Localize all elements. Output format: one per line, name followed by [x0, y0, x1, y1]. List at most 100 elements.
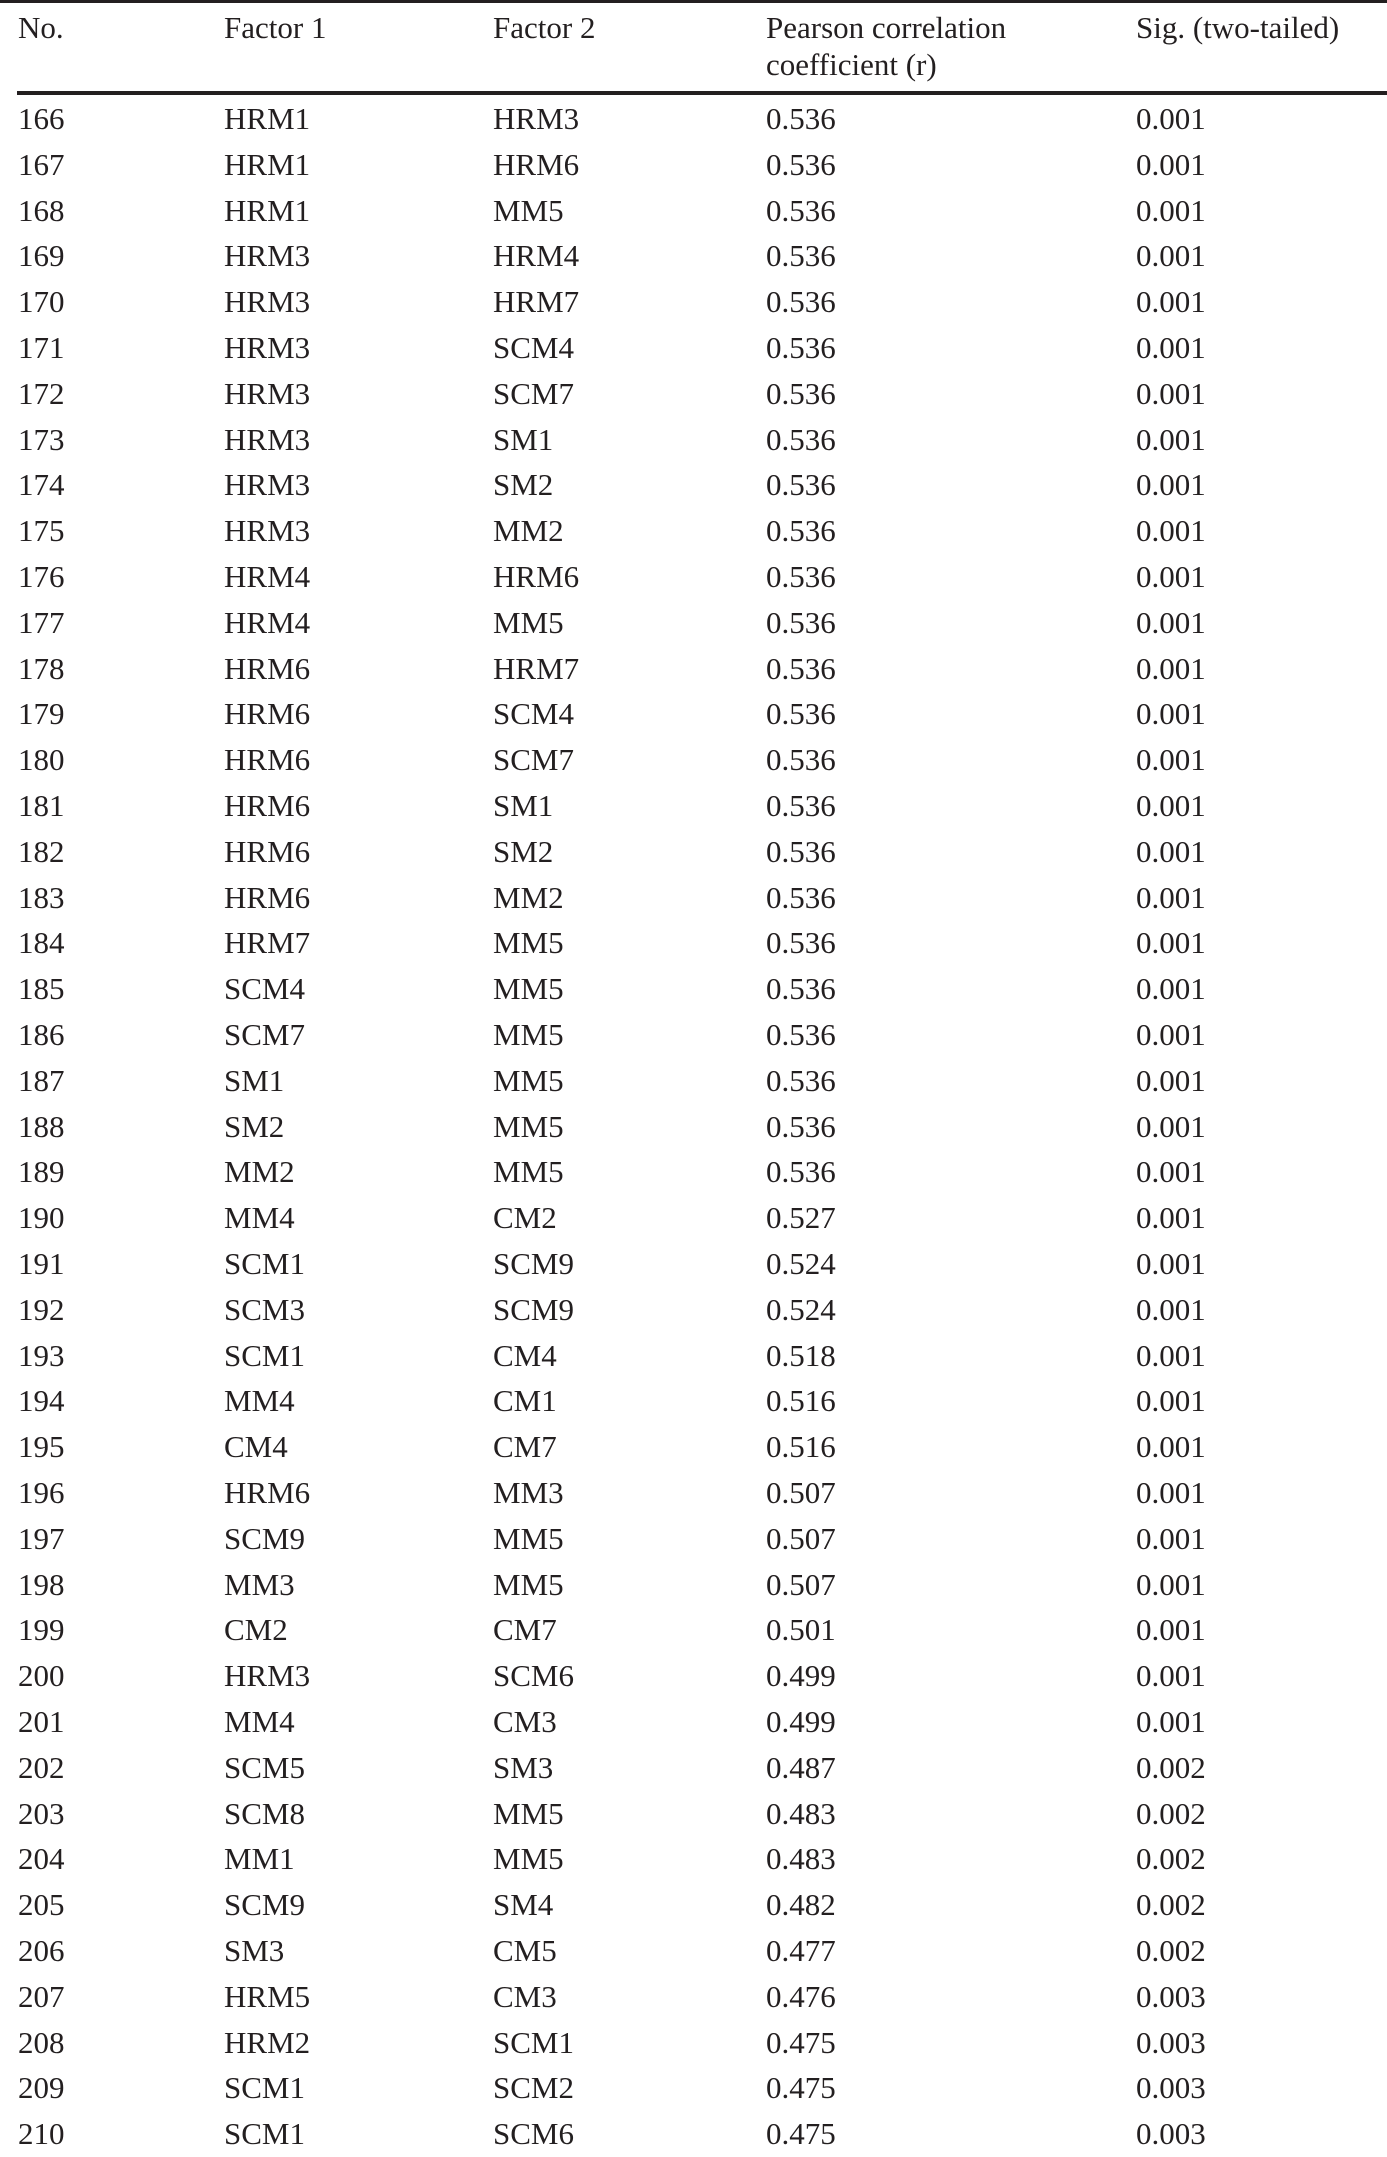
- cell-factor-1: HRM6: [224, 650, 311, 686]
- cell-sig: 0.001: [1136, 467, 1206, 503]
- cell-factor-2: MM5: [493, 1017, 564, 1052]
- cell-sig: 0.001: [1136, 742, 1206, 778]
- table-row: 198 MM3 MM5 0.507 0.001: [0, 1562, 1387, 1608]
- cell-factor-2: HRM3: [493, 101, 580, 136]
- table-row: 179 HRM6 SCM4 0.536 0.001: [0, 691, 1387, 737]
- cell-sig: 0.002: [1136, 1795, 1206, 1831]
- table-row: 209 SCM1 SCM2 0.475 0.003: [0, 2065, 1387, 2111]
- cell-factor-2: HRM6: [493, 146, 580, 182]
- table-row: 187 SM1 MM5 0.536 0.001: [0, 1058, 1387, 1104]
- table-row: 185 SCM4 MM5 0.536 0.001: [0, 966, 1387, 1012]
- cell-factor-2: CM7: [493, 1429, 557, 1465]
- cell-no: 200: [18, 1658, 65, 1694]
- table-row: 203 SCM8 MM5 0.483 0.002: [0, 1791, 1387, 1837]
- table-row: 201 MM4 CM3 0.499 0.001: [0, 1699, 1387, 1745]
- cell-sig: 0.003: [1136, 1978, 1206, 2014]
- cell-factor-2: SCM9: [493, 1291, 574, 1327]
- cell-factor-1: HRM6: [224, 879, 311, 915]
- cell-pearson-r: 0.475: [766, 2024, 836, 2060]
- cell-pearson-r: 0.536: [766, 284, 836, 320]
- cell-sig: 0.001: [1136, 1566, 1206, 1602]
- cell-pearson-r: 0.536: [766, 742, 836, 778]
- cell-no: 205: [18, 1887, 65, 1923]
- cell-factor-2: SCM1: [493, 2024, 574, 2060]
- table-row: 186 SCM7 MM5 0.536 0.001: [0, 1012, 1387, 1058]
- cell-pearson-r: 0.536: [766, 650, 836, 686]
- cell-factor-1: HRM6: [224, 788, 311, 823]
- table-row: 196 HRM6 MM3 0.507 0.001: [0, 1470, 1387, 1516]
- cell-no: 172: [18, 375, 65, 411]
- cell-pearson-r: 0.516: [766, 1383, 836, 1419]
- cell-factor-2: CM2: [493, 1200, 557, 1236]
- cell-no: 175: [18, 513, 65, 549]
- cell-no: 199: [18, 1612, 65, 1648]
- cell-no: 197: [18, 1520, 65, 1556]
- table-row: 207 HRM5 CM3 0.476 0.003: [0, 1974, 1387, 2020]
- cell-factor-2: HRM4: [493, 238, 580, 274]
- cell-pearson-r: 0.536: [766, 604, 836, 640]
- cell-factor-2: MM5: [493, 1795, 564, 1831]
- cell-pearson-r: 0.536: [766, 788, 836, 823]
- cell-sig: 0.001: [1136, 421, 1206, 457]
- cell-no: 186: [18, 1017, 65, 1052]
- cell-factor-1: SCM9: [224, 1887, 305, 1923]
- cell-factor-1: HRM5: [224, 1978, 311, 2014]
- cell-factor-2: SM2: [493, 467, 554, 503]
- cell-sig: 0.003: [1136, 2070, 1206, 2106]
- cell-factor-2: HRM7: [493, 650, 580, 686]
- cell-factor-2: MM5: [493, 1108, 564, 1144]
- cell-factor-2: SCM2: [493, 2070, 574, 2106]
- cell-factor-1: HRM3: [224, 421, 311, 457]
- table-row: 166 HRM1 HRM3 0.536 0.001: [0, 96, 1387, 142]
- table-row: 168 HRM1 MM5 0.536 0.001: [0, 188, 1387, 234]
- cell-no: 207: [18, 1978, 65, 2014]
- cell-factor-1: MM4: [224, 1704, 295, 1739]
- cell-factor-1: SCM1: [224, 2070, 305, 2106]
- cell-factor-1: CM4: [224, 1429, 288, 1465]
- cell-sig: 0.001: [1136, 1291, 1206, 1327]
- cell-no: 206: [18, 1933, 65, 1968]
- cell-factor-2: MM5: [493, 1566, 564, 1602]
- cell-pearson-r: 0.536: [766, 696, 836, 732]
- cell-factor-1: SCM5: [224, 1749, 305, 1785]
- table-row: 173 HRM3 SM1 0.536 0.001: [0, 417, 1387, 463]
- cell-factor-1: HRM3: [224, 238, 311, 274]
- cell-pearson-r: 0.536: [766, 833, 836, 869]
- cell-factor-1: HRM3: [224, 1658, 311, 1694]
- cell-factor-2: SCM7: [493, 375, 574, 411]
- cell-factor-1: MM2: [224, 1154, 295, 1190]
- cell-pearson-r: 0.501: [766, 1612, 836, 1648]
- cell-no: 168: [18, 192, 65, 228]
- table-row: 182 HRM6 SM2 0.536 0.001: [0, 829, 1387, 875]
- cell-sig: 0.001: [1136, 696, 1206, 732]
- cell-factor-1: HRM6: [224, 1475, 311, 1510]
- cell-no: 183: [18, 879, 65, 915]
- cell-pearson-r: 0.536: [766, 1108, 836, 1144]
- cell-sig: 0.001: [1136, 1108, 1206, 1144]
- header-no: No.: [18, 10, 64, 45]
- cell-sig: 0.001: [1136, 650, 1206, 686]
- cell-no: 187: [18, 1062, 65, 1098]
- cell-pearson-r: 0.507: [766, 1520, 836, 1556]
- cell-factor-2: MM5: [493, 1062, 564, 1098]
- cell-sig: 0.001: [1136, 788, 1206, 823]
- cell-factor-1: HRM1: [224, 146, 311, 182]
- cell-factor-2: CM4: [493, 1337, 557, 1373]
- cell-factor-2: MM5: [493, 971, 564, 1007]
- cell-factor-2: SM1: [493, 421, 554, 457]
- cell-pearson-r: 0.536: [766, 1062, 836, 1098]
- header-factor-1: Factor 1: [224, 10, 327, 45]
- cell-no: 192: [18, 1291, 65, 1327]
- table-row: 188 SM2 MM5 0.536 0.001: [0, 1104, 1387, 1150]
- cell-factor-1: HRM3: [224, 467, 311, 503]
- cell-factor-2: CM3: [493, 1704, 557, 1739]
- cell-pearson-r: 0.482: [766, 1887, 836, 1923]
- cell-factor-2: SCM9: [493, 1246, 574, 1281]
- cell-pearson-r: 0.507: [766, 1566, 836, 1602]
- cell-factor-1: SCM7: [224, 1017, 305, 1052]
- cell-sig: 0.001: [1136, 284, 1206, 320]
- cell-pearson-r: 0.477: [766, 1933, 836, 1968]
- cell-sig: 0.001: [1136, 1337, 1206, 1373]
- cell-factor-1: SCM8: [224, 1795, 305, 1831]
- cell-no: 188: [18, 1108, 65, 1144]
